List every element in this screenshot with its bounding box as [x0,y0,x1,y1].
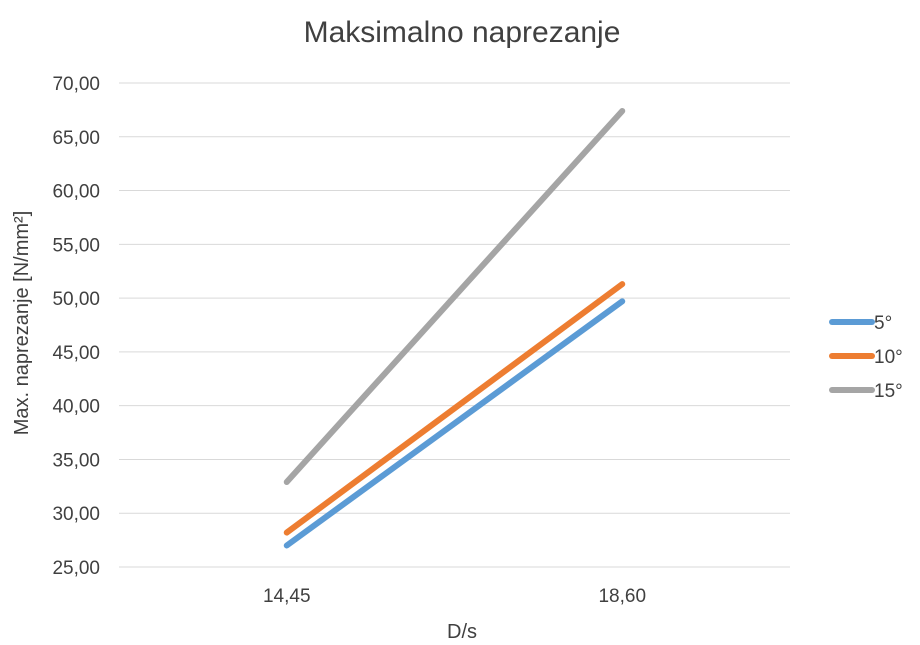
legend-label: 10° [874,347,903,368]
y-tick-label: 35,00 [52,450,100,471]
y-tick-label: 40,00 [52,397,100,418]
y-tick-label: 25,00 [52,558,100,579]
series-line [283,107,626,486]
y-axis-label: Max. naprezanje [N/mm²] [11,211,33,436]
y-tick-label: 30,00 [52,504,100,525]
legend: 5° 10° 15° [829,313,903,402]
y-tick-label: 45,00 [52,343,100,364]
x-tick-label: 18,60 [598,586,646,607]
series-lines [283,107,626,549]
y-tick-label: 65,00 [52,128,100,149]
chart-title: Maksimalno naprezanje [304,16,621,49]
series-line [283,298,626,549]
y-tick-label: 60,00 [52,182,100,203]
series-line [283,281,626,536]
y-tick-label: 70,00 [52,74,100,95]
gridlines [119,82,790,568]
y-tick-label: 55,00 [52,235,100,256]
y-tick-labels: 25,00 30,00 35,00 40,00 45,00 50,00 55,00 60,00… [52,74,100,579]
x-axis-label: D/s [447,621,477,643]
legend-label: 15° [874,381,903,402]
x-tick-labels: 14,45 18,60 [263,586,646,607]
x-tick-label: 14,45 [263,586,311,607]
y-tick-label: 50,00 [52,289,100,310]
legend-label: 5° [874,313,892,334]
